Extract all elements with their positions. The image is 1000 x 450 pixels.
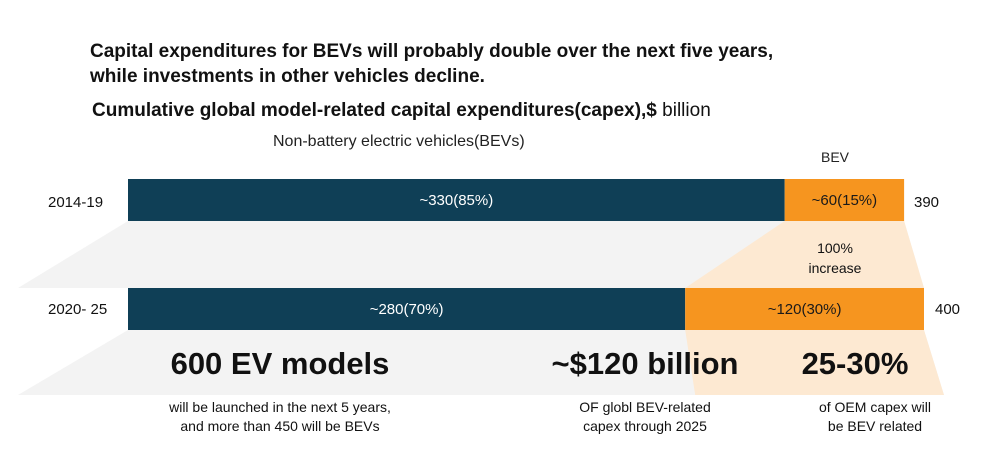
stat-oem-share-desc-line-1: of OEM capex will [818, 399, 932, 415]
stat-ev-models-desc: will be launched in the next 5 years, an… [120, 398, 440, 436]
bev-growth-band [685, 221, 924, 288]
bar-label-bev-0: ~60(15%) [812, 192, 877, 209]
bar-bev-0 [784, 179, 905, 221]
stat-bev-capex: ~$120 billion [551, 346, 739, 381]
stat-ev-models-desc-line-2: and more than 450 will be BEVs [180, 418, 380, 434]
increase-annotation: 100% increase [790, 238, 880, 278]
stat-ev-models-desc-line-1: will be launched in the next 5 years, [169, 399, 391, 415]
stat-oem-share-desc-line-2: be BEV related [827, 418, 923, 434]
increase-word: increase [808, 260, 862, 276]
bar-label-non-bev-1: ~280(70%) [370, 301, 444, 318]
bar-bev-1 [685, 288, 924, 330]
chart-unit: billion [662, 100, 711, 121]
total-2014-19: 390 [914, 194, 940, 211]
chart-title: Cumulative global model-related capital … [92, 100, 711, 122]
bev-band-bottom [685, 330, 944, 395]
stat-oem-share: 25-30% [801, 346, 909, 381]
bar-label-bev-1: ~120(30%) [768, 301, 842, 318]
row-label-2020-25: 2020- 25 [48, 301, 108, 318]
headline-line-1: Capital expenditures for BEVs will proba… [90, 41, 774, 62]
bar-non-bev-1 [128, 288, 686, 330]
legend-bev: BEV [821, 149, 850, 165]
stat-oem-share-desc: of OEM capex will be BEV related [780, 398, 970, 436]
stat-bev-capex-desc-line-1: OF globl BEV-related [579, 399, 711, 415]
bar-non-bev-0 [128, 179, 785, 221]
band-2014-19 [18, 221, 924, 288]
headline: Capital expenditures for BEVs will proba… [90, 39, 950, 89]
bar-label-non-bev-0: ~330(85%) [419, 192, 493, 209]
stat-bev-capex-desc-line-2: capex through 2025 [583, 418, 707, 434]
stat-bev-capex-desc: OF globl BEV-related capex through 2025 [520, 398, 770, 436]
chart-title-text: Cumulative global model-related capital … [92, 100, 657, 121]
total-2020-25: 400 [935, 301, 961, 318]
increase-percent: 100% [817, 240, 853, 256]
legend-non-bev: Non-battery electric vehicles(BEVs) [273, 133, 525, 150]
stat-ev-models: 600 EV models [170, 346, 390, 381]
row-label-2014-19: 2014-19 [48, 194, 104, 211]
headline-line-2: while investments in other vehicles decl… [90, 66, 485, 87]
